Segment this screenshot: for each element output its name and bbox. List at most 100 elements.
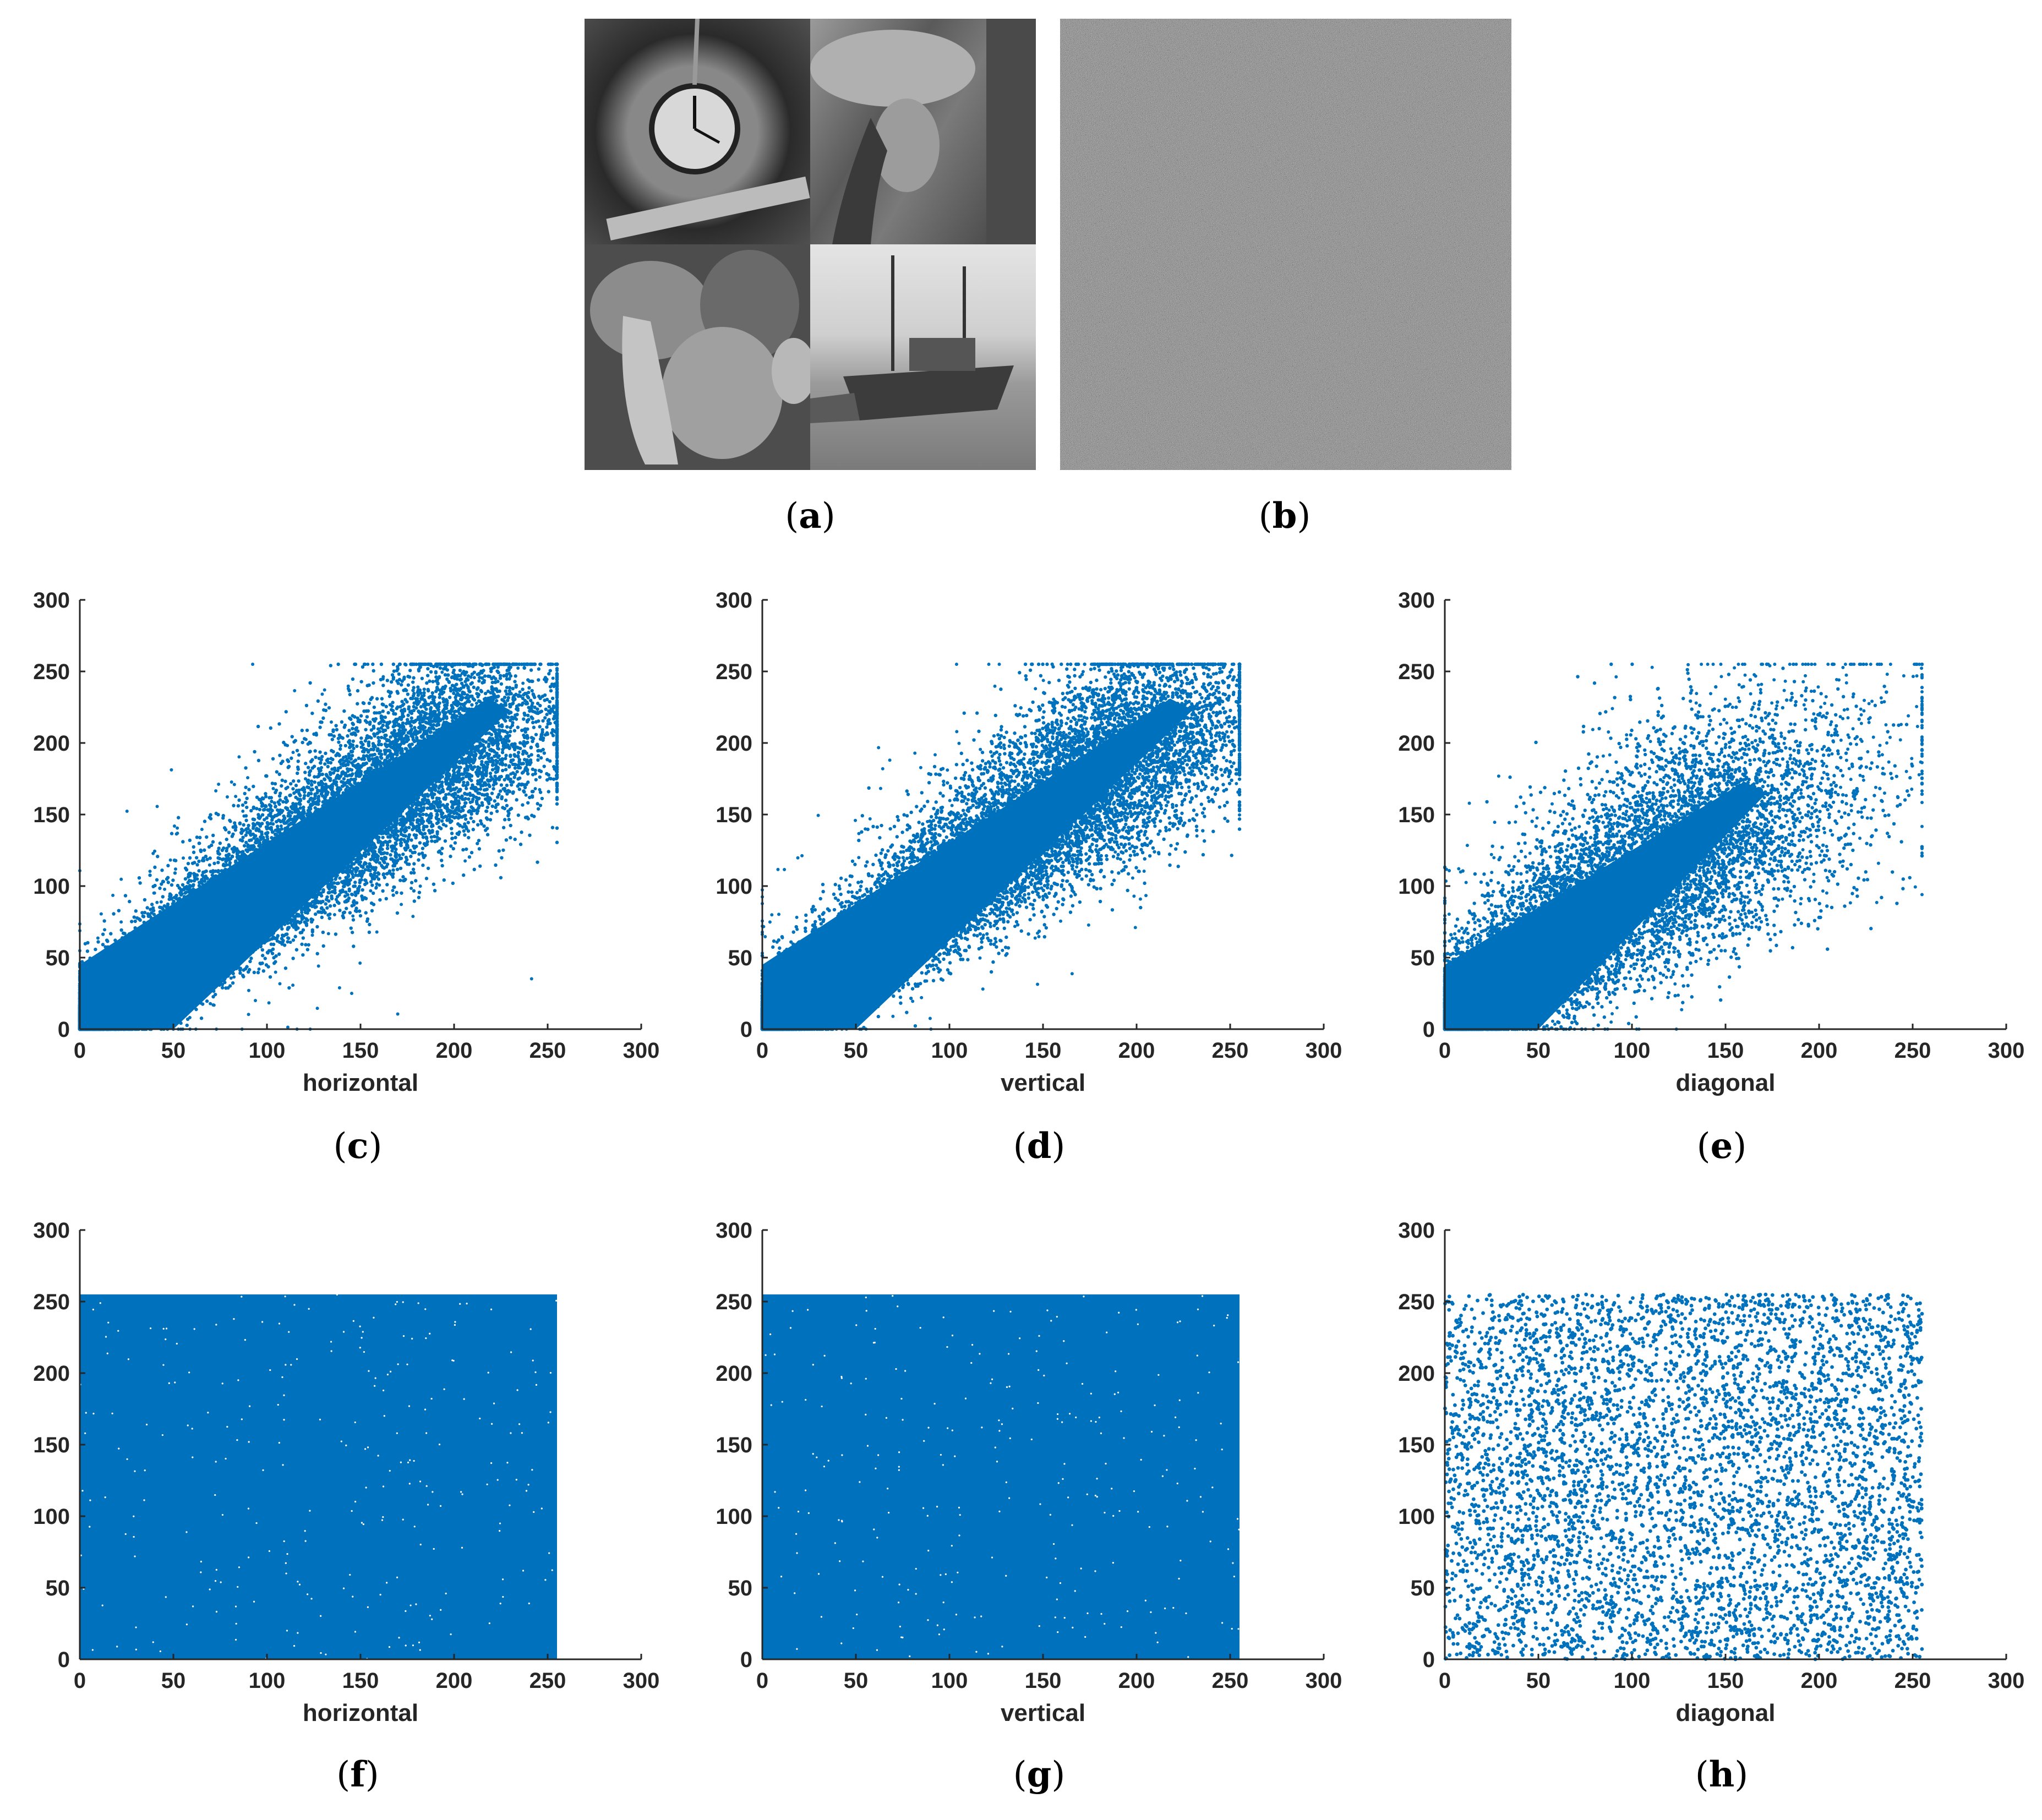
data-point	[347, 729, 351, 733]
data-point	[211, 840, 215, 844]
data-point	[365, 865, 369, 869]
data-point	[243, 791, 247, 796]
boat-detail-icon	[810, 255, 1014, 423]
data-point	[458, 668, 462, 673]
data-point	[449, 854, 452, 859]
data-point	[421, 846, 425, 850]
data-point	[550, 731, 554, 735]
data-point	[513, 766, 517, 770]
data-point	[421, 835, 425, 839]
data-point	[420, 676, 424, 680]
data-point	[408, 669, 412, 673]
data-point	[489, 811, 493, 815]
data-point	[313, 749, 317, 753]
data-point	[301, 740, 304, 745]
data-point	[242, 844, 247, 848]
data-point	[541, 719, 545, 723]
data-point	[527, 754, 531, 758]
data-point	[314, 785, 319, 789]
data-point	[449, 844, 453, 848]
data-point	[518, 776, 522, 780]
data-point	[324, 782, 327, 786]
data-point	[538, 696, 542, 701]
data-point	[321, 930, 325, 934]
data-point	[538, 662, 542, 666]
data-point	[379, 856, 384, 861]
image-panel-b	[1060, 19, 1511, 470]
data-point	[502, 737, 506, 741]
data-point	[494, 805, 498, 810]
data-point	[391, 893, 395, 897]
data-point	[346, 893, 350, 897]
data-point	[513, 747, 517, 752]
data-point	[532, 725, 536, 729]
data-point	[522, 733, 526, 737]
data-point	[396, 691, 400, 695]
data-point	[501, 826, 506, 829]
data-point	[475, 687, 479, 691]
data-point	[480, 759, 484, 764]
data-point	[426, 666, 430, 671]
data-point	[439, 851, 444, 856]
data-point	[505, 677, 509, 681]
data-point	[417, 895, 421, 899]
data-point	[216, 869, 220, 873]
data-point	[245, 805, 249, 810]
data-point	[261, 954, 265, 958]
data-point	[428, 679, 432, 683]
data-point	[417, 852, 421, 856]
data-point	[490, 791, 494, 795]
data-point	[530, 795, 534, 799]
data-point	[432, 834, 436, 839]
data-point	[418, 841, 422, 845]
data-point	[367, 852, 371, 856]
data-point	[155, 878, 159, 882]
data-point	[218, 841, 222, 845]
data-point	[318, 750, 322, 754]
data-point	[346, 867, 350, 871]
data-point	[256, 724, 260, 729]
data-point	[450, 703, 454, 707]
data-point	[307, 773, 312, 777]
data-point	[367, 701, 372, 706]
data-point	[530, 813, 534, 817]
data-point	[297, 753, 301, 757]
data-point	[490, 680, 494, 685]
data-point	[132, 915, 136, 919]
data-point	[528, 709, 532, 713]
data-point	[151, 906, 155, 910]
data-point	[300, 729, 304, 733]
data-point	[220, 982, 225, 987]
data-point	[536, 802, 539, 806]
data-point	[304, 762, 308, 766]
data-point	[241, 803, 245, 807]
data-point	[338, 747, 342, 751]
data-point	[534, 733, 538, 736]
data-point	[432, 882, 436, 886]
data-point	[253, 750, 256, 754]
data-point	[304, 703, 309, 708]
data-point	[485, 751, 489, 756]
data-point	[313, 780, 316, 784]
data-point	[211, 833, 215, 838]
data-point	[350, 753, 354, 758]
data-point	[280, 933, 285, 937]
data-point	[495, 795, 500, 799]
data-point	[476, 673, 479, 676]
image-panel-a	[585, 19, 1036, 470]
data-point	[356, 702, 359, 706]
data-point	[429, 835, 434, 839]
data-point	[384, 897, 388, 901]
data-point	[550, 826, 555, 829]
data-point	[541, 747, 545, 752]
boat-image	[810, 244, 1036, 470]
data-point	[442, 878, 446, 882]
data-point	[404, 663, 408, 667]
data-point	[390, 708, 394, 712]
data-point	[467, 835, 471, 840]
data-point	[326, 764, 330, 769]
data-point	[321, 944, 325, 948]
data-point	[424, 813, 429, 817]
data-point	[469, 851, 474, 855]
data-point	[195, 863, 199, 867]
